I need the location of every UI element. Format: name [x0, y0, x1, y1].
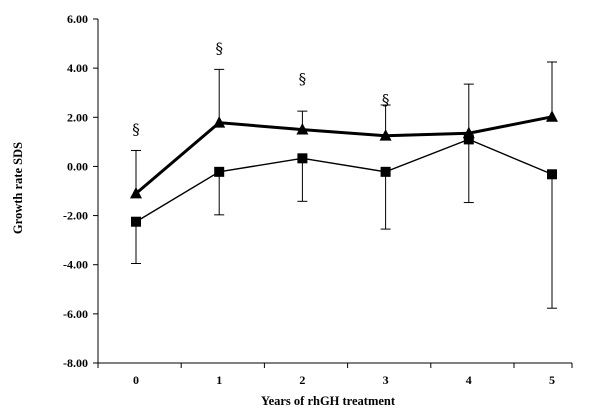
x-tick-label: 2	[299, 373, 305, 387]
series-triangle-line	[135, 115, 553, 195]
significance-mark: §	[299, 70, 307, 88]
triangle-marker	[379, 129, 392, 141]
series-square-line	[135, 138, 553, 223]
significance-mark: §	[132, 121, 140, 139]
y-tick-label: -6.00	[63, 307, 88, 321]
square-marker	[463, 134, 474, 145]
y-tick-label: 6.00	[67, 12, 88, 26]
triangle-marker	[130, 186, 142, 199]
markers	[130, 110, 558, 227]
triangle-marker	[213, 116, 226, 128]
square-marker	[214, 166, 225, 177]
y-tick-label: -4.00	[63, 258, 88, 272]
square-marker	[380, 166, 391, 177]
x-axis: 0 1 2 3 4 5	[97, 362, 573, 387]
y-tick-label: 2.00	[67, 110, 88, 124]
significance-mark: §	[382, 91, 390, 109]
triangle-marker	[546, 110, 558, 122]
triangle-marker	[296, 122, 309, 135]
y-tick-label: -2.00	[63, 209, 88, 223]
x-tick-label: 4	[466, 373, 472, 387]
x-tick-label: 1	[216, 373, 222, 387]
y-axis-title: Growth rate SDS	[11, 142, 25, 234]
y-axis: -8.00 -6.00 -4.00 -2.00 0.00 2.00 4.00 6.00	[63, 12, 99, 370]
x-tick-label: 3	[383, 373, 389, 387]
x-tick-label: 5	[549, 373, 555, 387]
y-tick-label: 0.00	[67, 159, 88, 173]
significance-mark: §	[215, 39, 223, 57]
annotations: § § § §	[132, 39, 389, 138]
y-tick-label: 4.00	[67, 61, 88, 75]
square-marker	[547, 169, 557, 180]
square-marker	[131, 216, 141, 227]
x-axis-title: Years of rhGH treatment	[261, 394, 396, 408]
square-marker	[297, 153, 308, 164]
y-tick-label: -8.00	[63, 356, 88, 370]
error-bars	[131, 61, 557, 309]
x-tick-label: 0	[133, 373, 139, 387]
series-lines	[135, 115, 553, 223]
